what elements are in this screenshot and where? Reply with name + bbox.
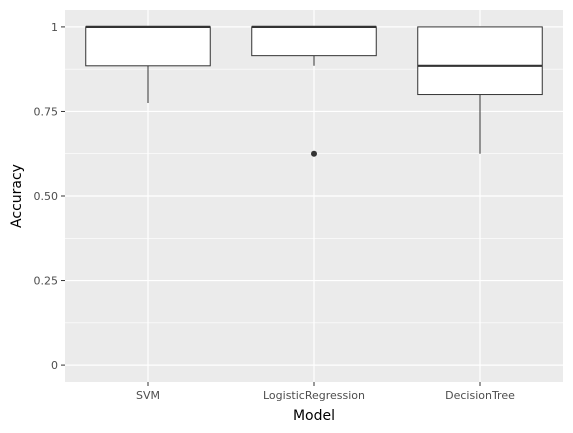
box-outlier-point: [311, 150, 317, 157]
y-tick-label: 0.50: [34, 190, 59, 203]
x-axis-title: Model: [293, 408, 335, 424]
y-tick-label: 0: [51, 359, 58, 372]
x-tick-label: DecisionTree: [445, 389, 515, 402]
box-iqr: [417, 26, 543, 96]
x-tick-label: LogisticRegression: [263, 389, 365, 402]
y-axis: 0 0.25 0.50 0.75 1: [34, 21, 65, 372]
box-group-svm: [85, 25, 211, 103]
y-tick-label: 1: [51, 21, 58, 34]
boxes-layer: [85, 25, 543, 157]
box-iqr: [85, 26, 211, 67]
box-iqr: [251, 26, 377, 57]
y-tick-label: 0.75: [34, 105, 59, 118]
box-group-logisticregression: [251, 25, 377, 157]
y-axis-title: Accuracy: [9, 164, 25, 228]
y-tick-label: 0.25: [34, 275, 59, 288]
box-group-decisiontree: [417, 26, 543, 154]
x-axis: SVM LogisticRegression DecisionTree: [136, 382, 515, 402]
x-tick-label: SVM: [136, 389, 160, 402]
